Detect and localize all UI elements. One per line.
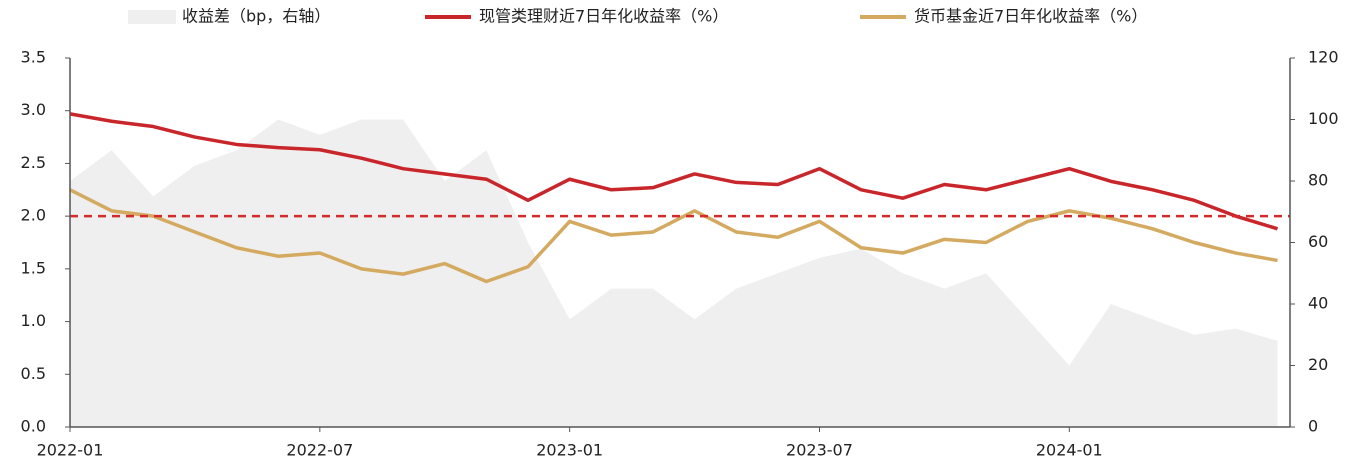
y2-tick-label: 80 xyxy=(1308,171,1328,190)
series-line xyxy=(69,112,1279,231)
y-tick-label: 3.0 xyxy=(21,100,46,119)
y-tick-label: 1.5 xyxy=(21,258,46,277)
legend-swatch xyxy=(128,10,176,24)
x-tick-label: 2022-07 xyxy=(286,441,353,460)
legend-label: 现管类理财近7日年化收益率（%） xyxy=(479,7,728,26)
y-tick-label: 0.0 xyxy=(21,417,46,436)
y-tick-label: 3.5 xyxy=(21,48,46,67)
y2-tick-label: 120 xyxy=(1308,48,1339,67)
y2-tick-label: 60 xyxy=(1308,232,1328,251)
x-tick-label: 2022-01 xyxy=(37,441,104,460)
y2-tick-label: 100 xyxy=(1308,109,1339,128)
legend-label: 货币基金近7日年化收益率（%） xyxy=(914,7,1147,26)
series-line xyxy=(69,188,1278,284)
x-tick-label: 2023-01 xyxy=(536,441,603,460)
y2-tick-label: 20 xyxy=(1308,355,1328,374)
legend-label: 收益差（bp，右轴） xyxy=(182,7,330,26)
y-tick-label: 0.5 xyxy=(21,364,46,383)
y-tick-label: 2.0 xyxy=(21,206,46,225)
y2-tick-label: 0 xyxy=(1308,417,1318,436)
y-tick-label: 2.5 xyxy=(21,153,46,172)
y2-tick-label: 40 xyxy=(1308,294,1328,313)
spread-area xyxy=(70,119,1278,427)
x-tick-label: 2023-07 xyxy=(786,441,853,460)
x-tick-label: 2024-01 xyxy=(1036,441,1103,460)
y-tick-label: 1.0 xyxy=(21,311,46,330)
